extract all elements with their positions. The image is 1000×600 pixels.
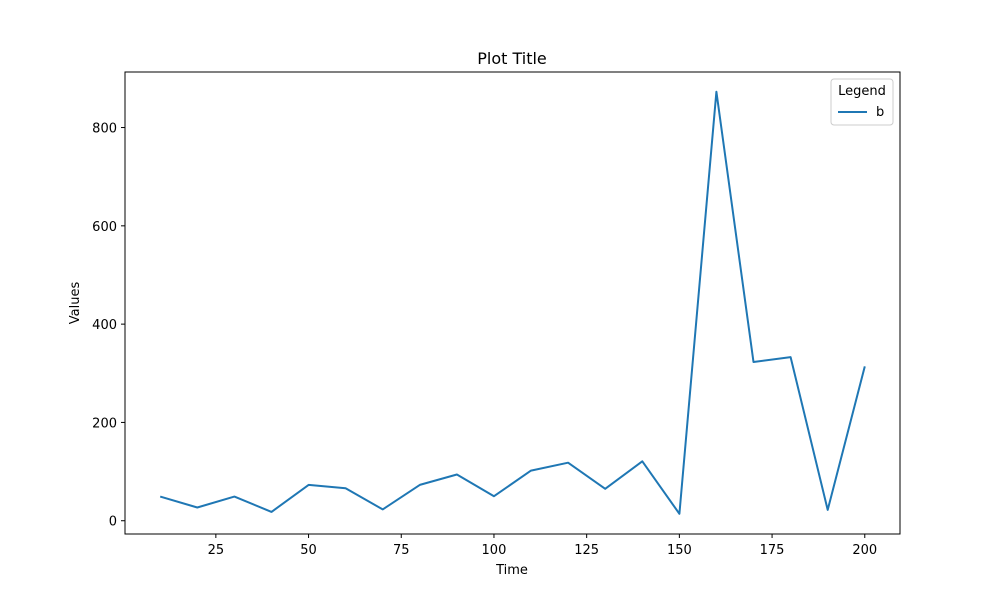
- y-tick-label: 400: [92, 318, 117, 333]
- x-axis-label: Time: [495, 563, 528, 578]
- series-layer: [159, 90, 866, 515]
- y-axis-label: Values: [68, 282, 83, 325]
- x-tick-label: 50: [300, 543, 317, 558]
- legend: Legend b: [830, 78, 894, 126]
- y-tick-label: 600: [92, 220, 117, 235]
- plot-area: [124, 71, 901, 535]
- x-tick-label: 75: [393, 543, 410, 558]
- x-tick-label: 25: [208, 543, 225, 558]
- x-axis: 25 50 75 100 125 150 175 200: [208, 534, 877, 558]
- legend-title: Legend: [838, 84, 886, 99]
- y-tick-label: 800: [92, 122, 117, 137]
- chart-title: Plot Title: [477, 49, 547, 68]
- y-axis: 0 200 400 600 800: [92, 122, 125, 530]
- y-tick-label: 0: [109, 515, 117, 530]
- legend-box: [830, 78, 894, 126]
- x-tick-label: 150: [667, 543, 692, 558]
- x-tick-label: 175: [760, 543, 785, 558]
- y-tick-label: 200: [92, 416, 117, 431]
- series-line-b: [159, 90, 866, 515]
- x-tick-label: 200: [852, 543, 877, 558]
- x-tick-label: 100: [482, 543, 507, 558]
- legend-label: b: [876, 105, 884, 120]
- x-tick-label: 125: [574, 543, 599, 558]
